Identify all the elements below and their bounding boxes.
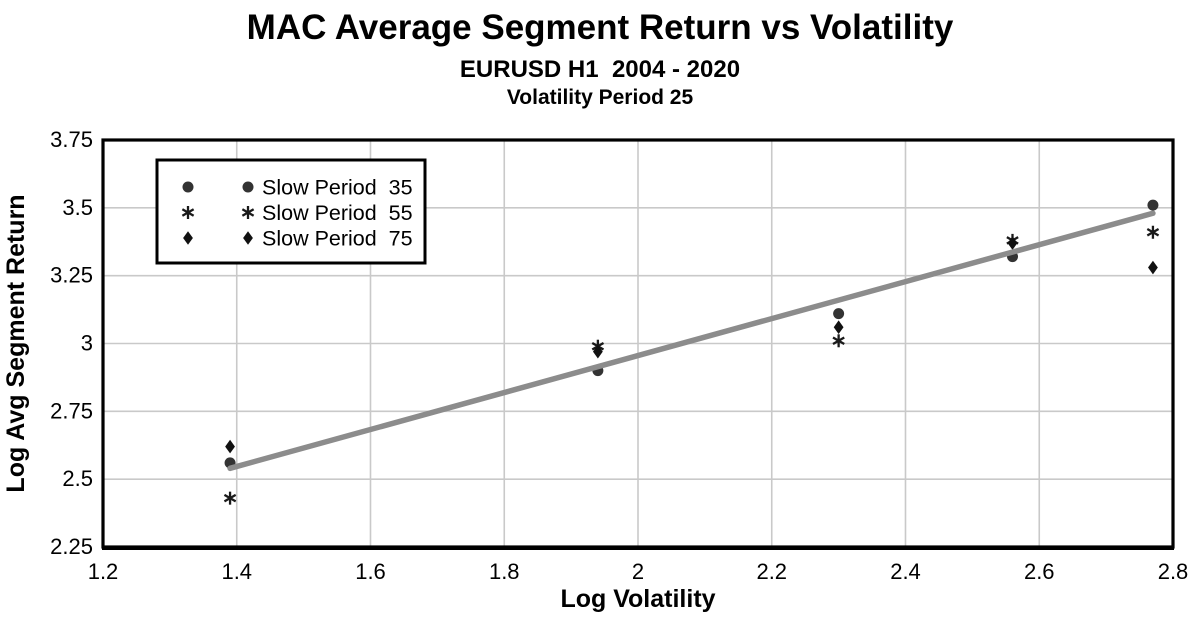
marker-asterisk [223,491,237,505]
y-axis-label: Log Avg Segment Return [2,194,30,492]
asterisk-stroke [181,208,195,217]
marker-diamond [225,439,235,454]
x-tick-label: 1.6 [355,559,386,584]
marker-asterisk [181,206,195,219]
asterisk-stroke [832,336,845,346]
legend-label: Slow Period 55 [262,201,413,225]
x-tick-label: 2.2 [756,559,787,584]
asterisk-stroke [1146,228,1160,237]
x-axis-label: Log Volatility [560,585,715,613]
y-tick-label: 3 [81,331,93,356]
x-tick-label: 2.6 [1024,559,1055,584]
series-diamond [225,236,1158,454]
y-tick-label: 2.25 [50,534,93,559]
marker-circle [833,308,845,320]
x-tick-label: 2.4 [890,559,921,584]
x-tick-label: 1.8 [489,559,520,584]
legend-box [155,158,427,265]
y-tick-label: 2.5 [62,466,93,491]
marker-diamond [1007,236,1018,250]
asterisk-stroke [241,208,255,217]
marker-asterisk [832,334,845,348]
marker-diamond [592,344,603,359]
marker-circle [242,181,254,193]
marker-diamond [1148,260,1158,275]
x-tick-label: 2.8 [1158,559,1189,584]
y-tick-label: 3.5 [62,195,93,220]
x-tick-label: 1.2 [88,559,119,584]
y-tick-label: 3.75 [50,127,93,152]
marker-asterisk [241,206,255,219]
asterisk-stroke [223,493,237,503]
y-tick-label: 2.75 [50,398,93,423]
marker-diamond [243,231,253,245]
y-tick-label: 3.25 [50,263,93,288]
marker-diamond [183,231,193,245]
x-tick-label: 2 [632,559,644,584]
legend-label: Slow Period 75 [262,227,413,251]
legend-label: Slow Period 35 [262,176,413,200]
chart-title: MAC Average Segment Return vs Volatility [246,8,954,47]
chart-subtitle: EURUSD H1 2004 - 2020 [459,56,741,83]
marker-asterisk [1146,225,1160,239]
trend-line [227,210,1156,472]
marker-circle [182,181,194,193]
marker-diamond [833,320,844,335]
x-tick-label: 1.4 [221,559,252,584]
chart-subtitle-volatility-period: Volatility Period 25 [506,86,694,109]
marker-circle [1147,199,1159,211]
